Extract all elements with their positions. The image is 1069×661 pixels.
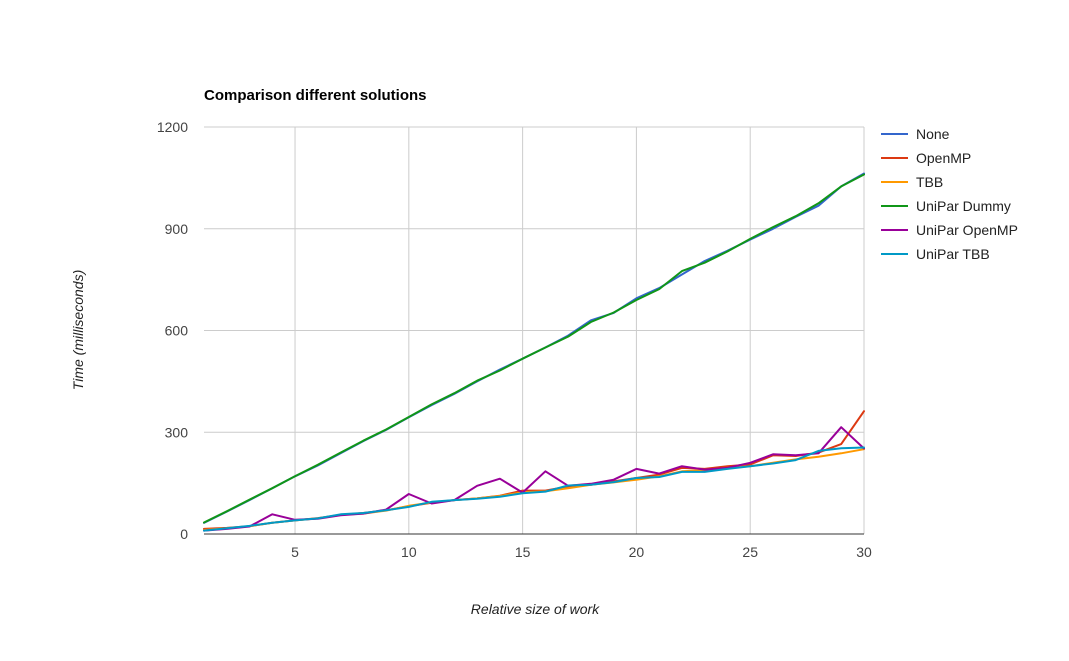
legend-item-tbb[interactable]: TBB [881,174,943,190]
legend-item-none[interactable]: None [881,126,950,142]
series-line-unipar-tbb [203,446,865,532]
x-tick-label: 15 [515,544,531,560]
y-tick-label: 0 [180,526,188,542]
y-tick-label: 600 [165,323,189,339]
x-tick-label: 10 [401,544,417,560]
legend-label: OpenMP [916,150,971,166]
legend-label: UniPar TBB [916,246,990,262]
y-axis-title: Time (milliseconds) [70,270,86,390]
legend-label: None [916,126,950,142]
x-tick-label: 30 [856,544,872,560]
x-axis-title: Relative size of work [471,601,600,617]
legend-item-unipar-dummy[interactable]: UniPar Dummy [881,198,1011,214]
x-tick-label: 25 [742,544,758,560]
y-tick-label: 300 [165,424,189,440]
series-line-tbb [203,448,865,531]
legend[interactable]: None OpenMP TBB UniPar Dummy UniPar OpenMP Un… [881,126,1018,262]
legend-item-unipar-openmp[interactable]: UniPar OpenMP [881,222,1018,238]
series-line-openmp [203,410,865,530]
series-line-none [203,172,865,524]
legend-label: UniPar OpenMP [916,222,1018,238]
chart-title: Comparison different solutions [204,87,427,104]
legend-label: UniPar Dummy [916,198,1011,214]
series-lines [203,172,865,532]
series-line-unipar-dummy [203,173,865,524]
legend-item-openmp[interactable]: OpenMP [881,150,971,166]
axes: 0 300 600 900 1200 5 10 15 20 25 30 [157,119,872,560]
y-tick-label: 1200 [157,119,188,135]
y-tick-label: 900 [165,221,189,237]
x-tick-label: 5 [291,544,299,560]
gridlines [204,126,865,534]
x-tick-label: 20 [629,544,645,560]
legend-label: TBB [916,174,943,190]
legend-item-unipar-tbb[interactable]: UniPar TBB [881,246,990,262]
series-line-unipar-openmp [203,426,865,532]
